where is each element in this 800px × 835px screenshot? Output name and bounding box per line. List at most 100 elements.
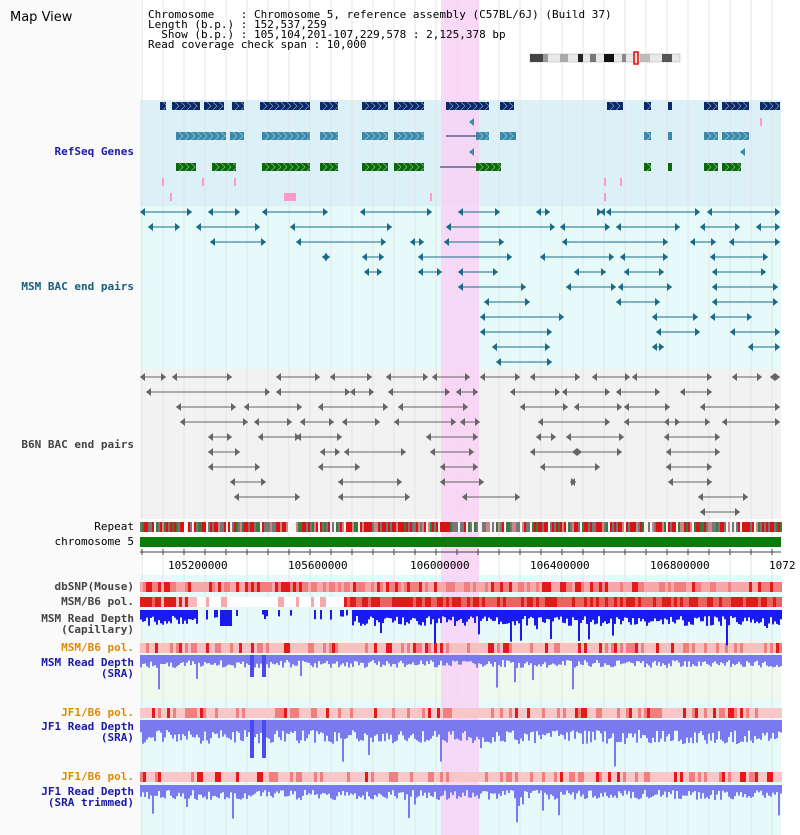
track-label-jf1-depth[interactable]: JF1 Read Depth (SRA) — [41, 721, 134, 743]
dbsnp-cell — [767, 582, 770, 592]
msm-capillary-depth-bar — [564, 610, 566, 624]
jf1-depth-bar — [762, 720, 764, 734]
track-label-chromosome[interactable]: chromosome 5 — [54, 535, 134, 548]
jf1-depth-bar — [292, 720, 294, 733]
track-label-b6n-bac[interactable]: B6N BAC end pairs — [21, 438, 134, 451]
ideogram-position-marker[interactable] — [633, 51, 639, 65]
gene-block[interactable] — [644, 132, 651, 140]
gene-block[interactable] — [668, 102, 672, 110]
gene-block[interactable] — [668, 163, 672, 171]
chromosome-bar[interactable] — [140, 537, 781, 547]
gene-block[interactable] — [320, 163, 338, 171]
gene-block[interactable] — [476, 163, 501, 171]
gene-block[interactable] — [394, 163, 424, 171]
gene-block[interactable] — [204, 102, 224, 110]
gene-block[interactable] — [262, 132, 310, 140]
jf1-pol2-cell — [578, 772, 581, 782]
gene-tick[interactable] — [740, 148, 745, 156]
dbsnp-cell — [263, 582, 266, 592]
gene-pseudo[interactable] — [284, 193, 296, 201]
msm-capillary-depth-bar — [568, 610, 570, 626]
track-label-jf1-pol[interactable]: JF1/B6 pol. — [61, 706, 134, 719]
gene-block[interactable] — [760, 102, 780, 110]
gene-block[interactable] — [500, 132, 516, 140]
gene-block[interactable] — [722, 163, 741, 171]
track-label-refseq[interactable]: RefSeq Genes — [54, 145, 134, 158]
repeat-element — [690, 522, 692, 532]
msm-pol-cell — [698, 597, 701, 607]
gene-block[interactable] — [644, 102, 651, 110]
repeat-element — [638, 522, 640, 532]
msm-pol-cell — [194, 597, 197, 607]
gene-block[interactable] — [320, 132, 338, 140]
jf1-trimmed-depth-bar — [480, 785, 482, 794]
gene-pseudo[interactable] — [760, 118, 762, 126]
track-label-jf1-pol-2[interactable]: JF1/B6 pol. — [61, 770, 134, 783]
track-label-msm-bac[interactable]: MSM BAC end pairs — [21, 280, 134, 293]
gene-pseudo[interactable] — [202, 178, 204, 186]
gene-block[interactable] — [722, 132, 749, 140]
jf1-trimmed-depth-bar — [296, 785, 298, 800]
jf1-pol-cell — [344, 708, 347, 718]
bac-end-right — [655, 388, 660, 396]
msm-capillary-depth-bar — [408, 610, 410, 624]
gene-block[interactable] — [160, 102, 166, 110]
gene-block[interactable] — [320, 102, 338, 110]
highlight-region[interactable] — [441, 0, 479, 835]
gene-block[interactable] — [212, 163, 236, 171]
track-label-msm-depth-capillary[interactable]: MSM Read Depth (Capillary) — [41, 613, 134, 635]
track-label-msm-b6-pol-2[interactable]: MSM/B6 pol. — [61, 641, 134, 654]
msm-sra-depth-bar — [274, 655, 276, 665]
jf1-depth-bar — [704, 720, 706, 741]
gene-block[interactable] — [176, 163, 196, 171]
gene-tick[interactable] — [469, 148, 474, 156]
repeat-element — [464, 522, 466, 532]
dbsnp-cell — [737, 582, 740, 592]
gene-pseudo[interactable] — [620, 178, 622, 186]
jf1-pol2-cell — [299, 772, 302, 782]
gene-pseudo[interactable] — [162, 178, 164, 186]
gene-pseudo[interactable] — [430, 193, 432, 201]
gene-block[interactable] — [722, 102, 749, 110]
jf1-trimmed-depth-bar — [182, 785, 184, 794]
jf1-pol-cell — [713, 708, 716, 718]
gene-block[interactable] — [394, 102, 424, 110]
jf1-pol-cell — [434, 708, 437, 718]
gene-pseudo[interactable] — [604, 178, 606, 186]
msm-pol-cell — [635, 597, 638, 607]
gene-block[interactable] — [607, 102, 623, 110]
gene-pseudo[interactable] — [604, 193, 606, 201]
gene-pseudo[interactable] — [234, 178, 236, 186]
gene-block[interactable] — [232, 102, 244, 110]
gene-block[interactable] — [476, 132, 489, 140]
gene-block[interactable] — [262, 163, 310, 171]
dbsnp-cell — [383, 582, 386, 592]
msm-capillary-depth-bar — [472, 610, 474, 618]
gene-block[interactable] — [446, 102, 489, 110]
bac-end-right — [397, 478, 402, 486]
track-label-jf1-trimmed[interactable]: JF1 Read Depth (SRA trimmed) — [41, 786, 134, 808]
gene-block[interactable] — [172, 102, 200, 110]
msm-pol2-cell — [665, 643, 668, 653]
gene-tick[interactable] — [469, 118, 474, 126]
gene-block[interactable] — [394, 132, 424, 140]
gene-arrow — [408, 131, 414, 141]
track-label-repeat[interactable]: Repeat — [94, 520, 134, 533]
gene-block[interactable] — [644, 163, 651, 171]
track-label-dbsnp[interactable]: dbSNP(Mouse) — [54, 580, 134, 593]
repeat-element — [674, 522, 676, 532]
repeat-element — [350, 522, 352, 532]
repeat-element — [244, 522, 246, 532]
jf1-depth-bar — [718, 720, 720, 732]
track-label-msm-depth-sra[interactable]: MSM Read Depth (SRA) — [41, 657, 134, 679]
track-label-msm-b6-pol[interactable]: MSM/B6 pol. — [61, 595, 134, 608]
repeat-element — [182, 522, 184, 532]
dbsnp-cell — [695, 582, 698, 592]
gene-pseudo[interactable] — [170, 193, 172, 201]
jf1-depth-bar — [364, 720, 366, 734]
msm-pol2-cell — [560, 643, 563, 653]
msm-pol-cell — [758, 597, 761, 607]
msm-sra-depth-bar — [664, 655, 666, 666]
gene-block[interactable] — [668, 132, 672, 140]
